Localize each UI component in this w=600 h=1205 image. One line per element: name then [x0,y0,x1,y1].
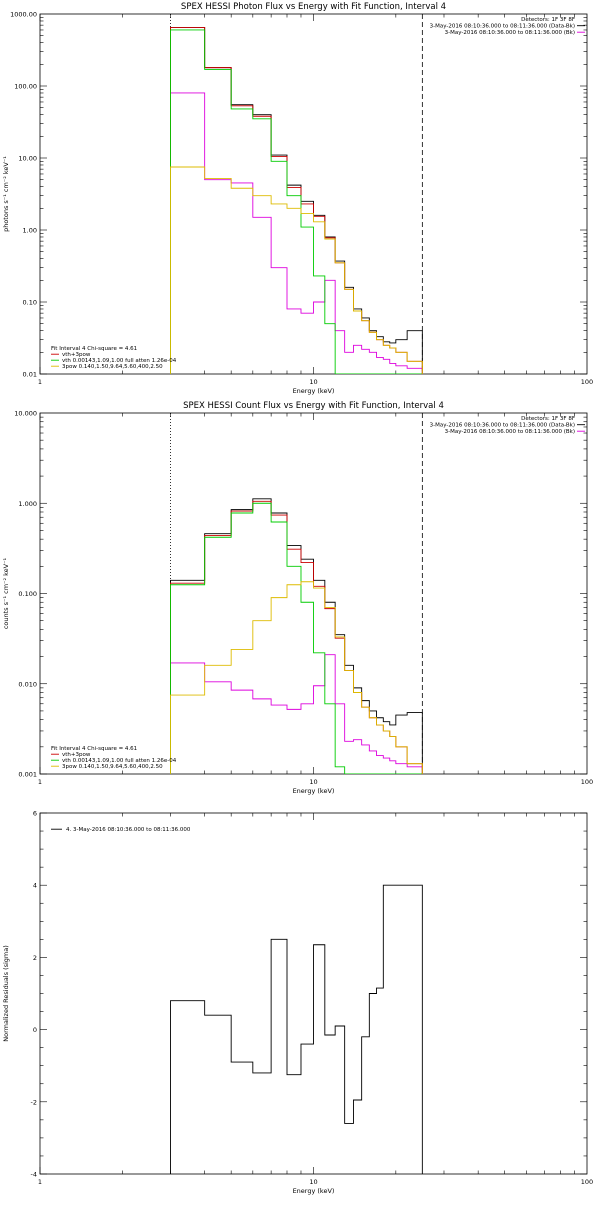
y-axis-label: photons s⁻¹ cm⁻² keV⁻¹ [2,156,10,232]
series-line [170,166,423,374]
x-tick-label: 1 [38,1178,42,1186]
legend-top-left: 4. 3-May-2016 08:10:36.000 to 08:11:36.0… [51,827,191,833]
y-tick-label: 1.00 [23,227,37,235]
x-tick-label: 10 [309,778,317,786]
series-2 [170,654,423,774]
chart-panel-3: 1 10 100 -4 -2 0 2 4 6 Energy (keV) Normalized Res… [2,810,593,1196]
y-tick-label: 1.000 [18,500,37,508]
legend-top-right: Detectors: 1F 3F 8F3-May-2016 08:10:36.0… [430,416,585,435]
legend-top-right: Detectors: 1F 3F 8F3-May-2016 08:10:36.0… [430,17,585,36]
legend-bottom-left: Fit Interval 4 Chi-square = 4.61vth+3pow… [51,746,177,770]
x-tick-label: 1 [38,778,42,786]
y-axis-label: Normalized Residuals (sigma) [2,945,10,1042]
legend-entry: vth 0.00143,1.09,1.00 full atten 1.26e-0… [62,758,177,764]
y-tick-label: 0.100 [18,590,37,598]
y-tick-label: 100.00 [14,83,37,91]
series-5 [170,581,423,774]
y-tick-label: 0.10 [23,299,37,307]
legend-entry: Detectors: 1F 3F 8F [521,416,575,422]
series-line [170,498,423,774]
series-line [170,29,423,374]
series-2 [170,92,423,374]
legend-entry: Detectors: 1F 3F 8F [521,17,575,23]
chart-panel-2: 1 10 100 0.001 0.010 0.100 1.000 10.000 SPEX HES… [2,401,593,795]
series-1 [170,884,423,1174]
y-tick-label: 1000.00 [10,11,37,19]
series-line [170,500,423,774]
y-tick-label: 0.001 [18,771,37,779]
series-4 [170,502,423,774]
series-line [170,502,423,774]
y-tick-label: -2 [31,1098,37,1106]
legend-entry: Fit Interval 4 Chi-square = 4.61 [51,346,137,352]
legend-entry: 3-May-2016 08:10:36.000 to 08:11:36.000 … [445,30,575,36]
y-tick-label: 6 [33,810,37,818]
series-3 [170,27,423,374]
x-axis-label: Energy (keV) [293,1187,335,1195]
y-tick-label: 10.000 [14,410,37,418]
chart-title: SPEX HESSI Count Flux vs Energy with Fit… [183,401,444,411]
legend-entry: 3-May-2016 08:10:36.000 to 08:11:36.000 … [430,24,575,30]
series-group [170,498,423,774]
series-5 [170,166,423,374]
chart-title: SPEX HESSI Photon Flux vs Energy with Fi… [181,2,446,12]
y-tick-label: 0.01 [23,371,37,379]
y-tick-label: 2 [33,954,37,962]
series-group [170,884,423,1174]
plot-frame [39,412,588,775]
series-4 [170,29,423,374]
y-tick-label: 0 [33,1026,37,1034]
series-line [170,27,423,374]
legend-bottom-left: Fit Interval 4 Chi-square = 4.61vth+3pow… [51,346,177,370]
x-tick-label: 100 [581,378,593,386]
plot-frame [39,13,588,375]
x-tick-label: 100 [581,1178,593,1186]
chart-panel-1: 1 10 100 0.01 0.10 1.00 10.00 100.00 1000.00 SPEX… [2,2,593,395]
legend-entry: vth+3pow [62,752,91,758]
series-line [170,884,423,1174]
y-axis-label: counts s⁻¹ cm⁻² keV⁻¹ [2,557,10,629]
legend-entry: 3pow 0.140,1.50,9.64,5.60,400,2.50 [62,364,163,370]
x-tick-label: 10 [309,378,317,386]
x-tick-label: 100 [581,778,593,786]
series-3 [170,500,423,774]
series-1 [170,498,423,774]
series-line [170,27,423,374]
legend-entry: vth+3pow [62,352,91,358]
y-tick-label: 4 [33,882,37,890]
y-tick-label: 10.00 [18,155,37,163]
x-tick-label: 10 [309,1178,317,1186]
series-line [170,654,423,774]
legend-entry: Fit Interval 4 Chi-square = 4.61 [51,746,137,752]
series-group [170,27,423,374]
x-tick-label: 1 [38,378,42,386]
y-tick-label: 0.010 [18,680,37,688]
legend-entry: vth 0.00143,1.09,1.00 full atten 1.26e-0… [62,358,177,364]
x-axis-label: Energy (keV) [293,787,335,795]
legend-entry: 3pow 0.140,1.50,9.64,5.60,400,2.50 [62,764,163,770]
x-axis-label: Energy (keV) [293,387,335,395]
series-line [170,92,423,374]
y-tick-label: -4 [31,1171,37,1179]
series-1 [170,27,423,374]
series-line [170,581,423,774]
legend-entry: 3-May-2016 08:10:36.000 to 08:11:36.000 … [445,429,575,435]
legend-entry: 3-May-2016 08:10:36.000 to 08:11:36.000 … [430,423,575,429]
legend-entry: 4. 3-May-2016 08:10:36.000 to 08:11:36.0… [66,827,191,833]
